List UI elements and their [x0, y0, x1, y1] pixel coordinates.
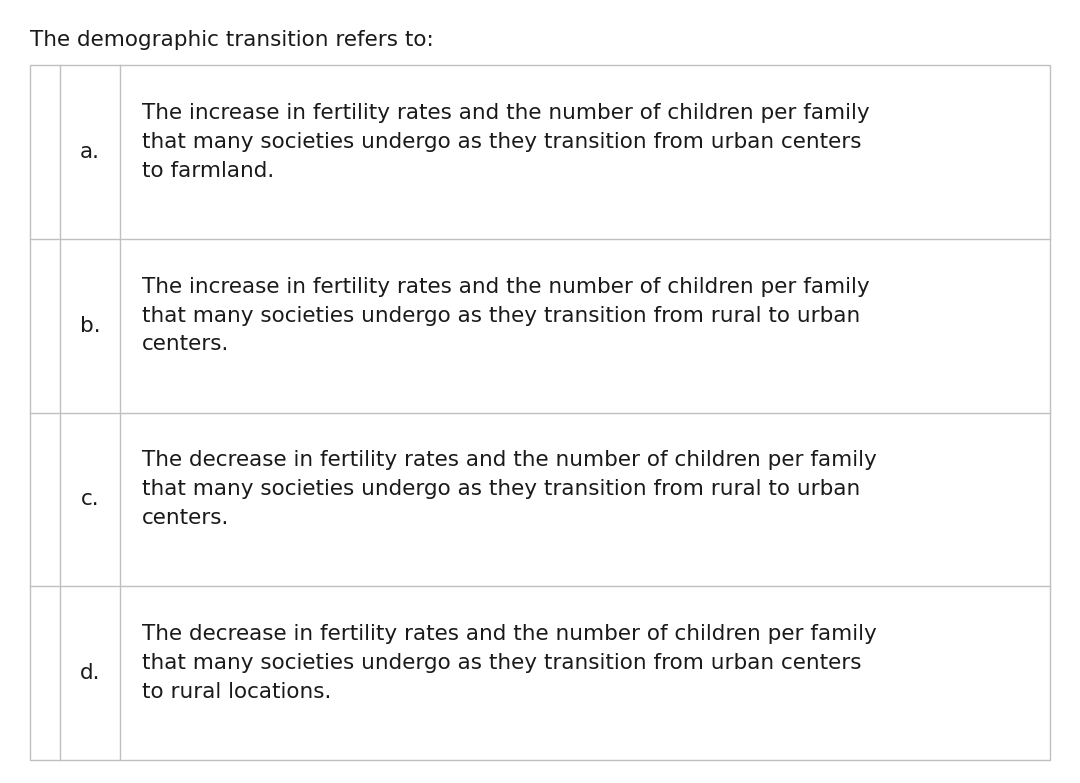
Text: The increase in fertility rates and the number of children per family
that many : The increase in fertility rates and the …: [141, 276, 869, 355]
Text: The decrease in fertility rates and the number of children per family
that many : The decrease in fertility rates and the …: [141, 450, 877, 528]
Text: d.: d.: [80, 663, 100, 683]
Text: b.: b.: [80, 316, 100, 336]
Text: c.: c.: [81, 489, 99, 510]
Text: a.: a.: [80, 142, 100, 162]
Text: The demographic transition refers to:: The demographic transition refers to:: [30, 30, 434, 50]
Text: The increase in fertility rates and the number of children per family
that many : The increase in fertility rates and the …: [141, 103, 869, 181]
Bar: [30, 65, 1050, 760]
Text: The decrease in fertility rates and the number of children per family
that many : The decrease in fertility rates and the …: [141, 624, 877, 702]
